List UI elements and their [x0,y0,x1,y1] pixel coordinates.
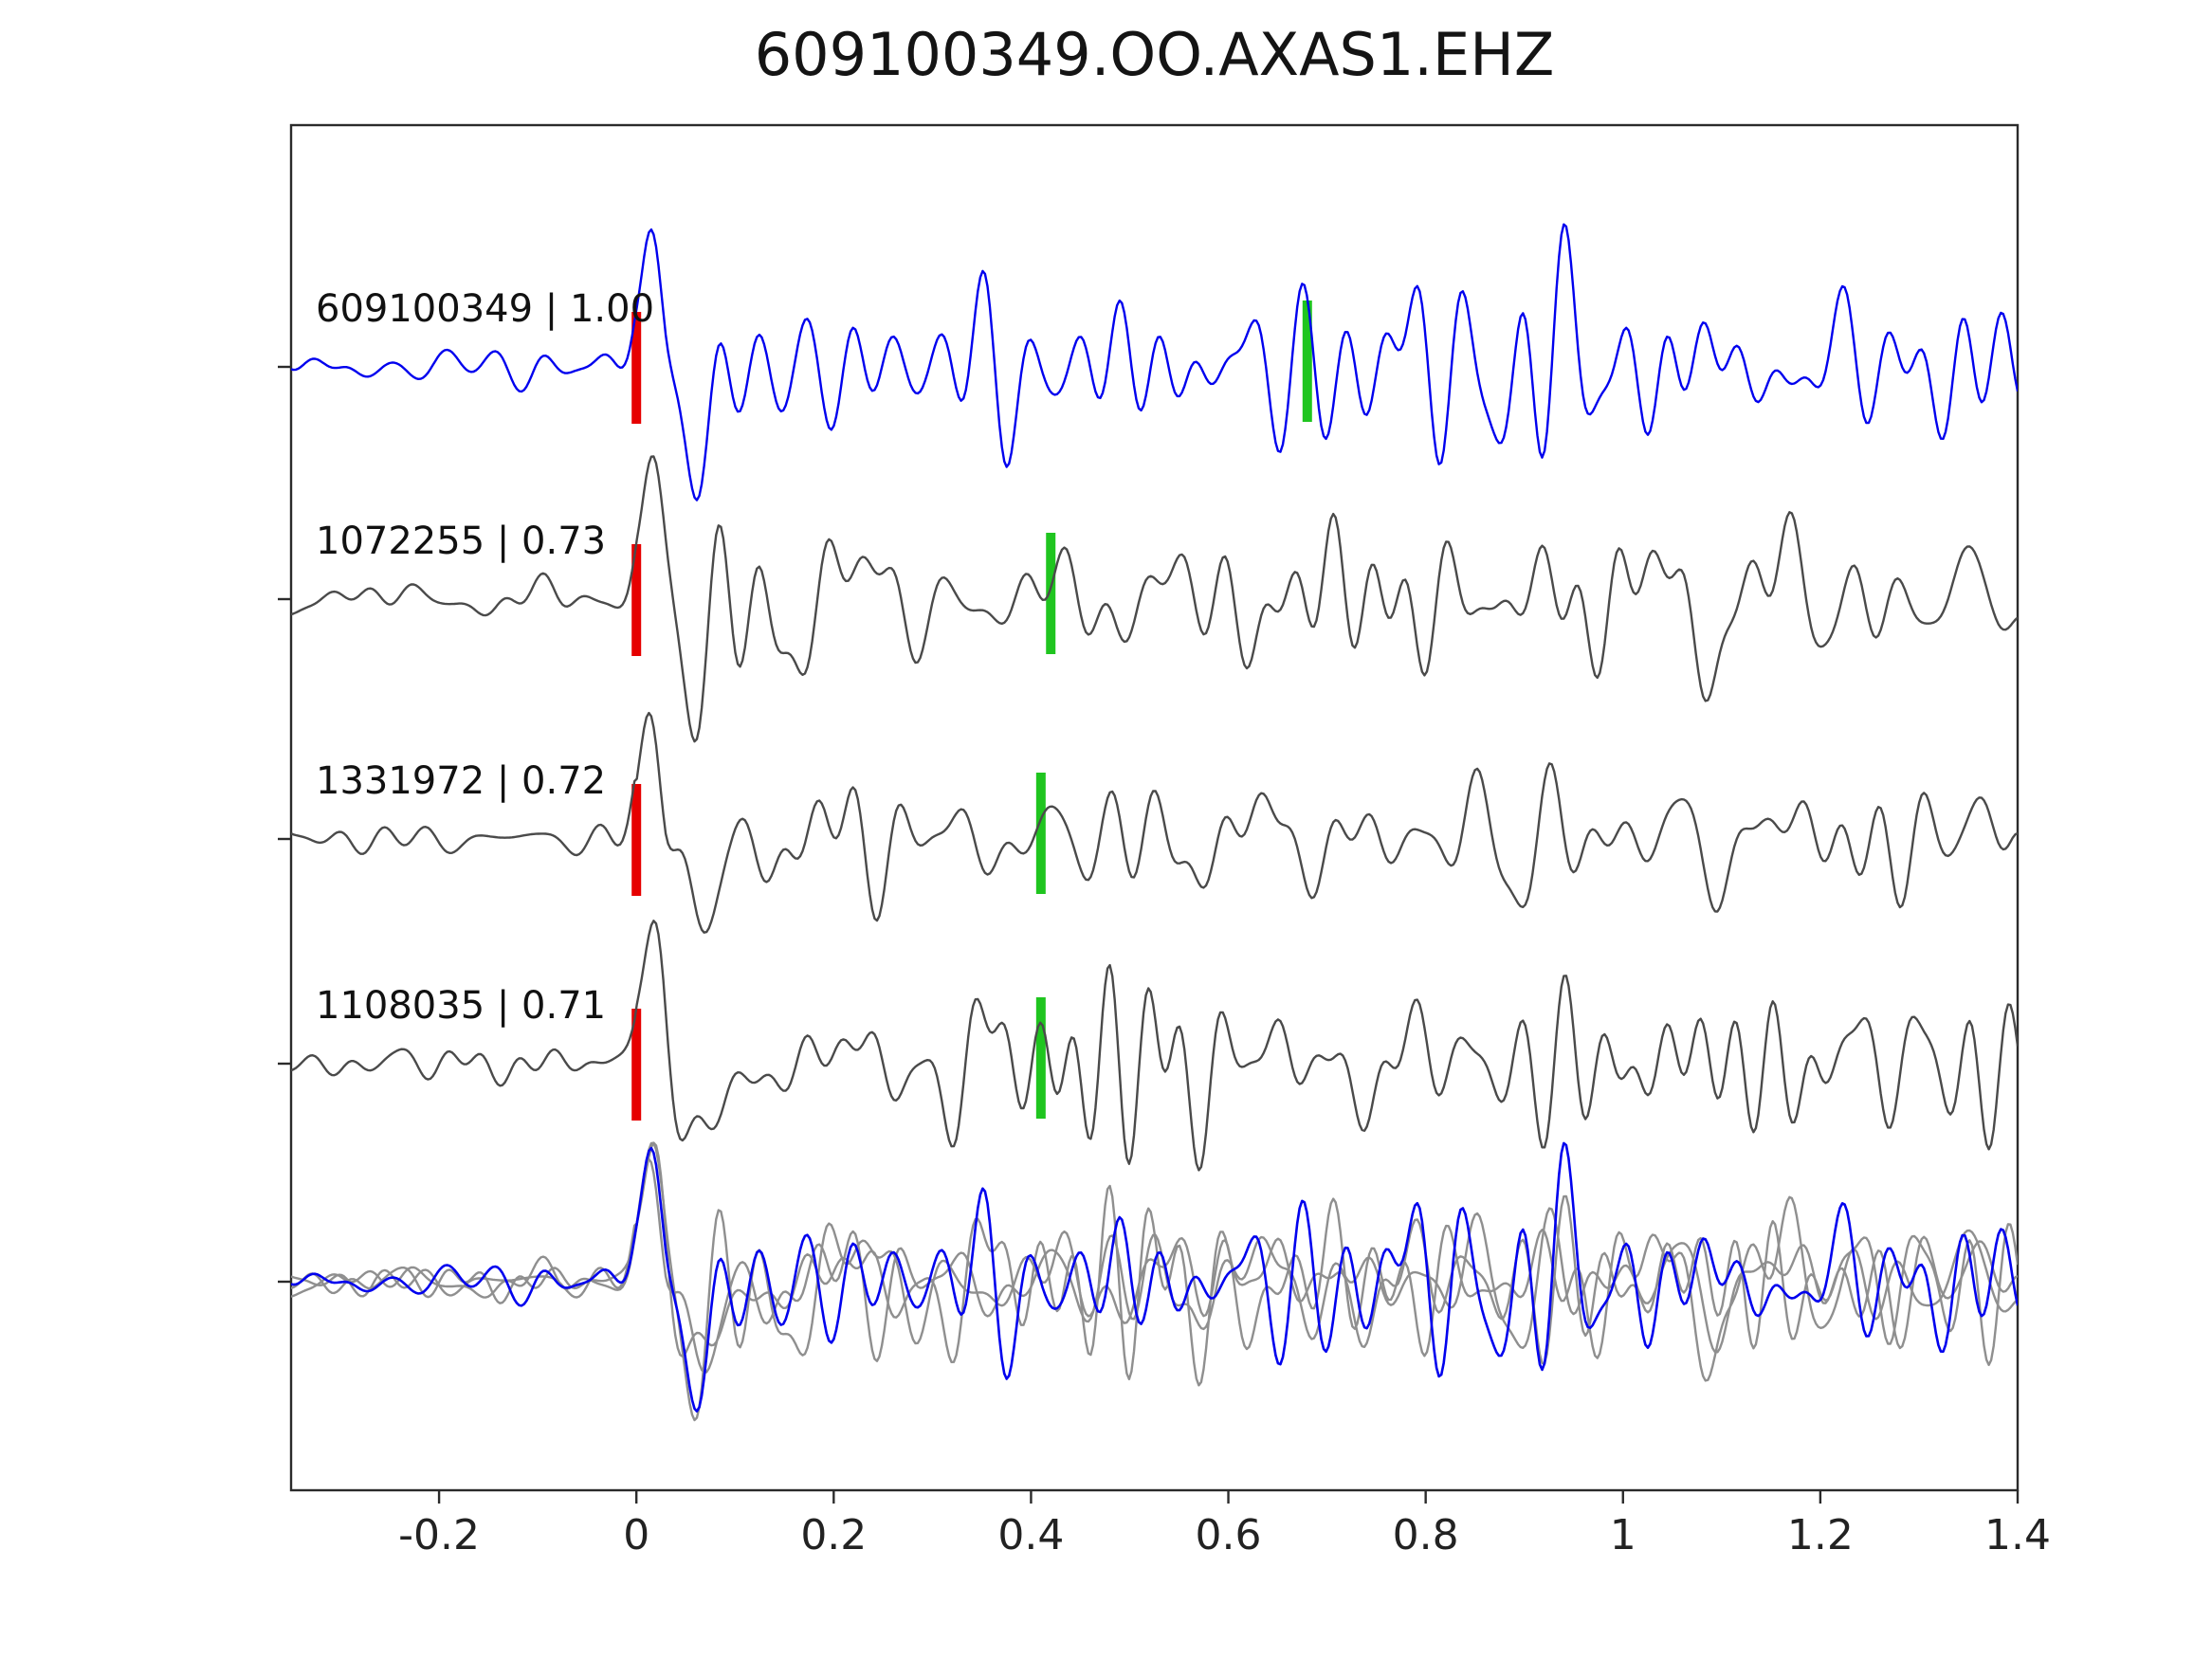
x-tick-label: 0.8 [1393,1511,1459,1559]
x-tick-label: -0.2 [398,1511,480,1559]
trace-1072255-label: 1072255 | 0.73 [316,520,606,563]
trace-609100349-waveform [291,223,2018,501]
trace-609100349-label: 609100349 | 1.00 [316,287,654,331]
x-tick-label: 0.4 [997,1511,1064,1559]
overlay-trace-609100349 [291,1141,2018,1413]
trace-1072255-waveform [291,455,2018,743]
x-tick-label: 1.4 [1984,1511,2051,1559]
trace-1331972-waveform [291,711,2018,934]
overlay-trace-1108035 [291,1141,2018,1387]
trace-1108035-waveform [291,920,2018,1172]
x-tick-label: 1 [1610,1511,1636,1559]
overlay-trace-1072255 [291,1141,2018,1422]
trace-1331972-label: 1331972 | 0.72 [316,759,606,803]
x-tick-label: 0 [623,1511,649,1559]
x-tick-label: 0.6 [1196,1511,1262,1559]
axes-box [289,123,2020,1492]
x-tick-label: 1.2 [1787,1511,1854,1559]
trace-1108035-label: 1108035 | 0.71 [316,984,606,1028]
chart-title: 609100349.OO.AXAS1.EHZ [754,20,1555,89]
x-tick-label: 0.2 [800,1511,867,1559]
